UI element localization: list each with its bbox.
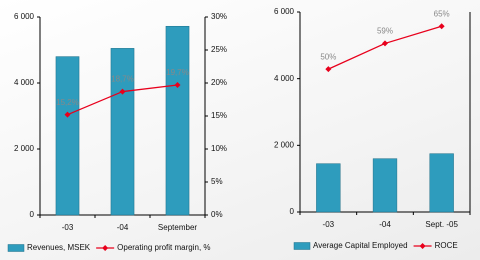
x-tick-label: Sept. -05: [425, 220, 458, 229]
y-tick-label: 4 000: [14, 78, 35, 87]
y-tick-label: 4 000: [274, 74, 295, 83]
legend-label: ROCE: [435, 241, 458, 250]
y-tick-label: 6 000: [14, 12, 35, 21]
charts: 0 2 000 4 000 6 000 0% 5% 10% 15% 20% 25% 30% -03 -0…: [0, 0, 480, 260]
y2-tick-label: 15%: [211, 111, 227, 120]
y2-tick-label: 20%: [211, 78, 227, 87]
y-tick-label: 0: [290, 207, 295, 216]
bar: [316, 164, 340, 212]
point: [382, 40, 388, 46]
data-label: 15,2%: [56, 98, 79, 107]
point: [439, 23, 445, 29]
legend-marker: [420, 243, 426, 249]
y2-tick-label: 5%: [211, 177, 223, 186]
x-tick-label: -03: [62, 223, 74, 232]
point: [325, 66, 331, 72]
data-label: 65%: [434, 9, 450, 18]
y-tick-label: 2 000: [274, 140, 295, 149]
bar: [166, 26, 189, 215]
legend-marker: [102, 245, 108, 251]
legend-label: Revenues, MSEK: [27, 243, 91, 252]
y2-tick-label: 30%: [211, 12, 227, 21]
legend-swatch: [294, 243, 310, 250]
x-tick-label: -04: [117, 223, 129, 232]
x-tick-label: -03: [323, 220, 335, 229]
y2-tick-label: 0%: [211, 210, 223, 219]
bar: [56, 57, 79, 215]
y2-tick-label: 25%: [211, 45, 227, 54]
data-label: 59%: [377, 27, 393, 36]
y-tick-label: 2 000: [14, 144, 35, 153]
legend-swatch: [8, 245, 24, 252]
data-label: 18,7%: [111, 75, 134, 84]
data-label: 50%: [320, 52, 336, 61]
y2-tick-label: 10%: [211, 144, 227, 153]
x-tick-label: -04: [379, 220, 391, 229]
legend-label: Operating profit margin, %: [117, 243, 210, 252]
bar: [430, 154, 454, 212]
legend-label: Average Capital Employed: [313, 241, 408, 250]
bar: [373, 159, 397, 212]
data-label: 19,7%: [166, 68, 189, 77]
x-tick-label: September: [158, 223, 197, 232]
y-tick-label: 6 000: [274, 7, 295, 16]
y-tick-label: 0: [30, 210, 35, 219]
bar: [111, 48, 134, 215]
